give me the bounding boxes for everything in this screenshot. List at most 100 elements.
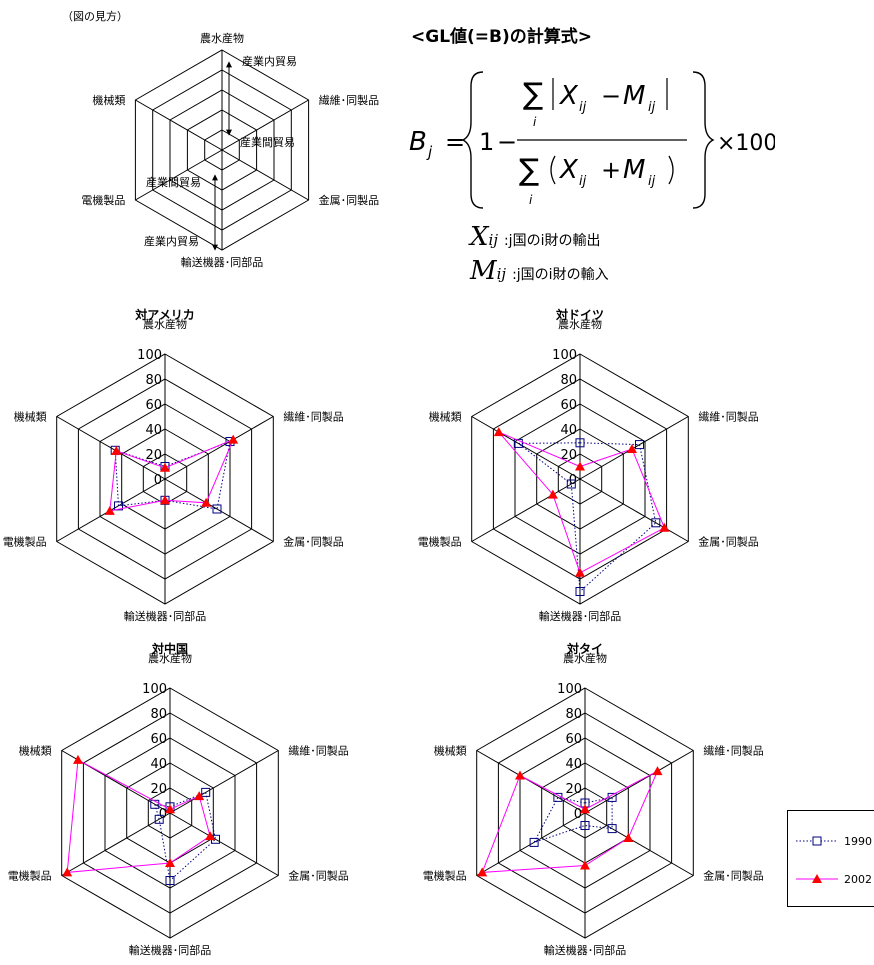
- radar-point-2002: [493, 427, 504, 437]
- radar-axis-label: 繊維･同製品: [698, 410, 759, 424]
- radar-point-1990: [607, 824, 617, 834]
- radar-spoke: [476, 750, 586, 814]
- denominator-m-sub: ij: [648, 174, 656, 189]
- formula-one: 1: [479, 128, 494, 156]
- radar-series-2002-line: [66, 759, 211, 873]
- radar-tick-label: 20: [560, 448, 577, 463]
- denominator-m: M: [623, 155, 645, 185]
- radar-tick-label: 80: [150, 707, 167, 722]
- radar-point-2002: [160, 462, 170, 472]
- denominator-x-sub: ij: [579, 174, 587, 189]
- radar-point-2002: [547, 489, 558, 499]
- guide-caption: （図の見方）: [62, 10, 128, 23]
- right-brace: [692, 71, 715, 209]
- radar-spoke: [164, 416, 274, 480]
- radar-spoke: [579, 478, 689, 542]
- radar-point-2002: [165, 858, 175, 867]
- radar-tick-label: 0: [574, 807, 582, 822]
- radar-axis-label: 電機製品: [418, 535, 462, 549]
- denominator-sum-index: i: [529, 193, 533, 207]
- radar-point-2002: [194, 791, 205, 801]
- numerator-minus: −: [601, 82, 621, 110]
- radar-series-1990-line: [154, 791, 217, 882]
- guide-axis-label: 輸送機器･同部品: [181, 255, 264, 269]
- radar-point-2002: [575, 461, 585, 471]
- radar-tick-label: 20: [145, 448, 162, 463]
- radar-point-1990: [651, 518, 661, 528]
- radar-tick-label: 20: [150, 782, 167, 797]
- radar-axis-label: 輸送機器･同部品: [539, 609, 622, 623]
- radar-axis-label: 農水産物: [563, 651, 607, 665]
- guide-spoke: [221, 149, 309, 201]
- guide-chart: 農水産物繊維･同製品金属･同製品輸送機器･同部品電機製品機械類産業内貿易産業間貿…: [81, 31, 379, 269]
- radar-point-1990: [201, 787, 211, 797]
- formula-lhs-sub: j: [426, 143, 433, 161]
- radar-point-2002: [477, 867, 488, 877]
- radar-tick-label: 60: [560, 398, 577, 413]
- var-m-desc: :j国のi財の輸入: [512, 267, 609, 283]
- var-x-sub: ij: [488, 231, 498, 249]
- radar-spoke: [584, 750, 694, 814]
- radar-tick-label: 60: [565, 732, 582, 747]
- radar-tick-label: 100: [137, 348, 162, 363]
- radar-axis-label: 金属･同製品: [283, 535, 344, 549]
- radar-tick-label: 40: [150, 757, 167, 772]
- radar-point-2002: [62, 867, 73, 877]
- radar-point-2002: [515, 770, 525, 780]
- formula-equals: =: [445, 128, 465, 156]
- guide-note-upper-outer: 産業内貿易: [242, 54, 297, 68]
- numerator-m-sub: ij: [648, 100, 656, 115]
- legend-svg: 1990 2002: [796, 835, 872, 886]
- radar-spoke: [471, 416, 581, 480]
- radar-point-2002: [627, 444, 637, 453]
- radar-axis-label: 輸送機器･同部品: [129, 943, 212, 957]
- radar-point-1990: [580, 821, 590, 830]
- var-x-symbol: X: [470, 222, 489, 252]
- radar-tick-label: 40: [565, 757, 582, 772]
- radar-tick-label: 60: [150, 732, 167, 747]
- radar-axis-label: 繊維･同製品: [703, 744, 764, 758]
- radar-spoke: [476, 812, 586, 876]
- radar-point-1990: [165, 876, 175, 885]
- radar-spoke: [169, 750, 279, 814]
- paren-left: [550, 155, 556, 185]
- legend-2002-label: 2002: [844, 873, 872, 886]
- radar-tick-label: 80: [145, 373, 162, 388]
- radar-point-1990: [575, 438, 585, 448]
- guide-spoke: [135, 99, 223, 151]
- var-x-desc: :j国のi財の輸出: [503, 233, 601, 249]
- radar-point-2002: [111, 445, 122, 455]
- radar-point-2002: [652, 766, 663, 776]
- numerator-sum: ∑: [523, 77, 543, 112]
- numerator-x-sub: ij: [579, 100, 587, 115]
- radar-point-2002: [104, 505, 115, 515]
- radar-series-2002-line: [498, 431, 666, 574]
- radar-axis-label: 金属･同製品: [703, 869, 764, 883]
- legend-1990-label: 1990: [844, 835, 872, 848]
- radar-point-2002: [205, 831, 216, 841]
- radar-spoke: [164, 478, 274, 542]
- left-brace: [461, 71, 484, 209]
- radar-title: 対タイ: [566, 641, 603, 656]
- radar-point-1990: [575, 587, 585, 596]
- radar-title: 対アメリカ: [134, 307, 194, 322]
- radar-point-2002: [575, 567, 585, 577]
- guide-axis-label: 金属･同製品: [319, 193, 380, 207]
- radar-axis-label: 農水産物: [558, 317, 602, 331]
- guide-note-lower-inner: 産業間貿易: [146, 176, 201, 189]
- radar-axis-label: 輸送機器･同部品: [544, 943, 627, 957]
- radar-point-2002: [165, 804, 175, 814]
- radar-point-1990: [513, 438, 523, 448]
- radar-tick-label: 0: [159, 807, 167, 822]
- radar-point-1990: [154, 814, 164, 824]
- radar-point-2002: [623, 833, 634, 842]
- guide-axis-label: 農水産物: [200, 31, 244, 45]
- radar-point-1990: [114, 501, 123, 511]
- radar-axis-label: 繊維･同製品: [283, 410, 344, 424]
- radar-tick-label: 100: [552, 348, 577, 363]
- radar-tick-label: 40: [145, 423, 162, 438]
